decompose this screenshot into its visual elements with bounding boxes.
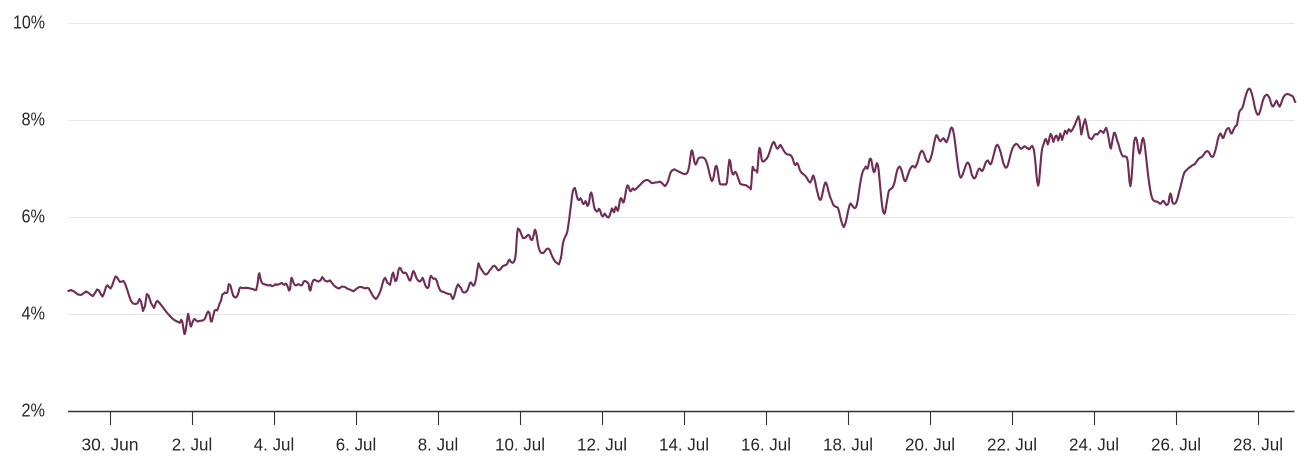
svg-text:30. Jun: 30. Jun bbox=[82, 435, 139, 455]
svg-text:8. Jul: 8. Jul bbox=[418, 435, 459, 455]
svg-text:28. Jul: 28. Jul bbox=[1233, 435, 1283, 455]
svg-text:2%: 2% bbox=[22, 400, 46, 421]
svg-text:6%: 6% bbox=[22, 206, 46, 227]
svg-text:16. Jul: 16. Jul bbox=[741, 435, 791, 455]
svg-text:4. Jul: 4. Jul bbox=[254, 435, 295, 455]
svg-text:20. Jul: 20. Jul bbox=[905, 435, 955, 455]
svg-text:18. Jul: 18. Jul bbox=[823, 435, 873, 455]
svg-text:14. Jul: 14. Jul bbox=[659, 435, 709, 455]
svg-text:8%: 8% bbox=[22, 109, 46, 130]
svg-text:24. Jul: 24. Jul bbox=[1069, 435, 1119, 455]
svg-text:10. Jul: 10. Jul bbox=[495, 435, 545, 455]
svg-text:4%: 4% bbox=[22, 303, 46, 324]
svg-text:6. Jul: 6. Jul bbox=[336, 435, 377, 455]
svg-text:2. Jul: 2. Jul bbox=[172, 435, 213, 455]
svg-text:12. Jul: 12. Jul bbox=[577, 435, 627, 455]
svg-text:10%: 10% bbox=[13, 12, 45, 33]
svg-text:22. Jul: 22. Jul bbox=[987, 435, 1037, 455]
svg-text:26. Jul: 26. Jul bbox=[1151, 435, 1201, 455]
